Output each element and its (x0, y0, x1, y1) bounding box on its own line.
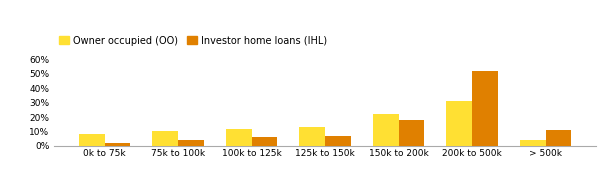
Bar (545, 130, 571, 146)
Bar (79, 134, 105, 146)
Bar (178, 140, 204, 146)
Bar (520, 140, 545, 146)
Legend: Owner occupied (OO), Investor home loans (IHL): Owner occupied (OO), Investor home loans… (59, 36, 327, 46)
Bar (252, 137, 278, 146)
Bar (472, 71, 498, 146)
Bar (399, 120, 424, 146)
Bar (446, 101, 472, 146)
Bar (325, 136, 351, 146)
Bar (226, 129, 252, 146)
Bar (299, 127, 325, 146)
Bar (373, 114, 399, 146)
Bar (105, 143, 130, 146)
Bar (152, 131, 178, 146)
